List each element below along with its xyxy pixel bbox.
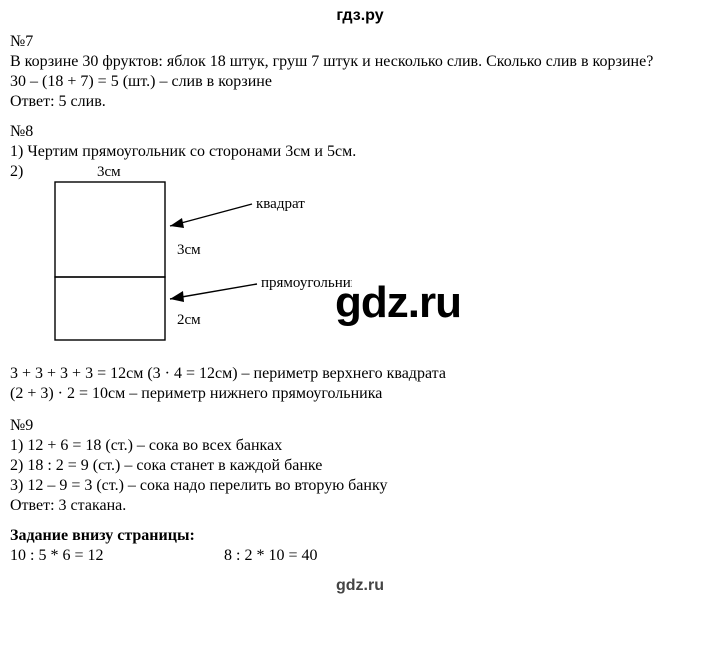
label-rect: прямоугольник [261,275,352,291]
task7-line1: В корзине 30 фруктов: яблок 18 штук, гру… [10,52,710,72]
bottom-col1: 10 : 5 * 6 = 12 [10,546,220,566]
page-header: гдз.ру [10,6,710,26]
task8-line1: 1) Чертим прямоугольник со сторонами 3см… [10,142,710,162]
task7-line2: 30 – (18 + 7) = 5 (шт.) – слив в корзине [10,72,710,92]
task-7: №7 В корзине 30 фруктов: яблок 18 штук, … [10,32,710,112]
bottom-task: Задание внизу страницы: 10 : 5 * 6 = 12 … [10,526,710,566]
label-side3: 3см [177,242,201,258]
task8-prefix2: 2) [10,162,32,182]
task9-l2: 2) 18 : 2 = 9 (ст.) – сока станет в кажд… [10,456,710,476]
task8-label: №8 [10,122,710,142]
label-side2: 2см [177,312,201,328]
task-9: №9 1) 12 + 6 = 18 (ст.) – сока во всех б… [10,416,710,516]
task9-l1: 1) 12 + 6 = 18 (ст.) – сока во всех банк… [10,436,710,456]
bottom-title: Задание внизу страницы: [10,526,710,546]
task8-perim1: 3 + 3 + 3 + 3 = 12см (3 · 4 = 12см) – пе… [10,364,710,384]
task7-label: №7 [10,32,710,52]
diagram-rect [55,277,165,340]
task7-answer: Ответ: 5 слив. [10,92,710,112]
arrow-rect-head [170,291,184,302]
bottom-col2: 8 : 2 * 10 = 40 [224,546,317,566]
arrow-square-head [170,218,184,228]
diagram-top-label: 3см [97,164,121,180]
task8-diagram: 3см квадрат 3см прямоугольник [32,164,352,354]
label-square: квадрат [256,196,305,212]
task8-perim2: (2 + 3) · 2 = 10см – периметр нижнего пр… [10,384,710,404]
task9-l3: 3) 12 – 9 = 3 (ст.) – сока надо перелить… [10,476,710,496]
diagram-square [55,182,165,277]
footer-mark: gdz.ru [10,576,710,596]
task-8: №8 1) Чертим прямоугольник со сторонами … [10,122,710,404]
task9-label: №9 [10,416,710,436]
task9-answer: Ответ: 3 стакана. [10,496,710,516]
